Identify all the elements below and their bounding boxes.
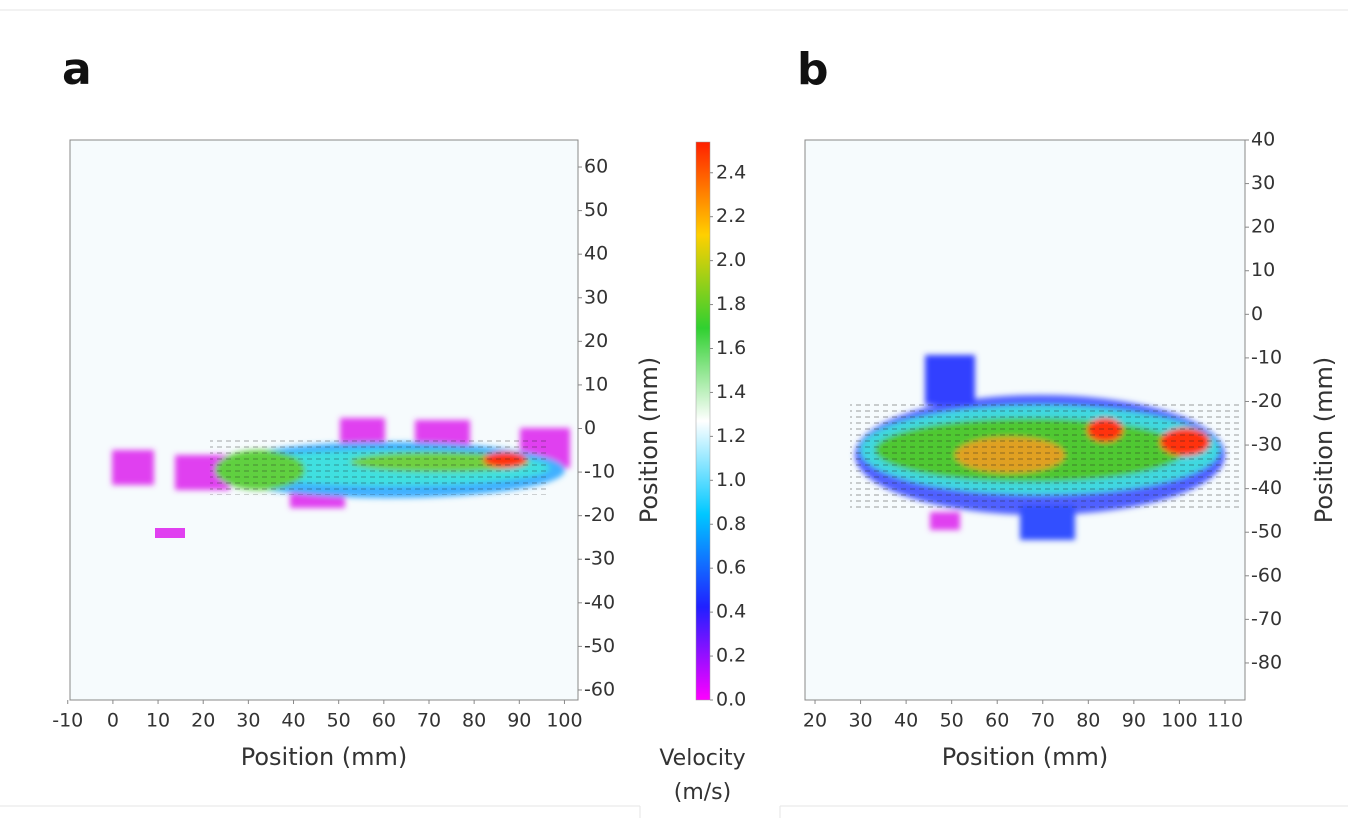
y-tick-label: -20 xyxy=(584,504,615,526)
x-tick-label: 20 xyxy=(803,710,827,732)
y-tick-label: 10 xyxy=(1251,259,1275,281)
x-tick-label: 0 xyxy=(107,710,119,732)
colorbar-tick-label: 2.4 xyxy=(716,161,746,183)
y-tick-label: 60 xyxy=(584,156,608,178)
y-tick-label: 0 xyxy=(584,417,596,439)
y-tick-label: 20 xyxy=(584,330,608,352)
y-tick-label: -50 xyxy=(584,635,615,657)
x-tick-label: 30 xyxy=(848,710,872,732)
x-tick-label: 90 xyxy=(1122,710,1146,732)
velocity-field-a xyxy=(112,418,570,538)
colorbar xyxy=(695,141,711,701)
y-tick-label: 30 xyxy=(1251,172,1275,194)
x-tick-label: 70 xyxy=(1031,710,1055,732)
plot-frame xyxy=(804,139,1246,701)
y-tick-label: 0 xyxy=(1251,303,1263,325)
colorbar-tick-label: 1.0 xyxy=(716,469,746,491)
y-tick-label: 40 xyxy=(1251,129,1275,151)
panel-label: b xyxy=(797,44,829,95)
y-axis-label: Position (mm) xyxy=(1310,357,1338,524)
x-tick-label: 90 xyxy=(507,710,531,732)
y-tick-label: -30 xyxy=(584,548,615,570)
colorbar-tick-label: 1.8 xyxy=(716,293,746,315)
colorbar-tick-label: 1.4 xyxy=(716,381,746,403)
y-tick-label: 20 xyxy=(1251,216,1275,238)
panel-label: a xyxy=(62,44,92,95)
x-tick-label: 40 xyxy=(281,710,305,732)
y-tick-label: 40 xyxy=(584,243,608,265)
colorbar-tick-label: 2.2 xyxy=(716,205,746,227)
x-tick-label: 20 xyxy=(191,710,215,732)
x-axis-label: Position (mm) xyxy=(942,743,1109,771)
x-tick-label: 70 xyxy=(417,710,441,732)
x-tick-label: 30 xyxy=(236,710,260,732)
colorbar-tick-label: 0.8 xyxy=(716,513,746,535)
x-tick-label: 60 xyxy=(372,710,396,732)
y-axis-label: Position (mm) xyxy=(635,357,663,524)
colorbar-tick-label: 1.6 xyxy=(716,337,746,359)
y-tick-label: -30 xyxy=(1251,434,1282,456)
y-tick-label: -40 xyxy=(1251,477,1282,499)
y-tick-label: -20 xyxy=(1251,390,1282,412)
x-tick-label: 40 xyxy=(894,710,918,732)
x-tick-label: 60 xyxy=(985,710,1009,732)
x-tick-label: 80 xyxy=(1076,710,1100,732)
colorbar-tick-label: 2.0 xyxy=(716,249,746,271)
colorbar-tick-label: 0.4 xyxy=(716,601,746,623)
plot-frame xyxy=(69,139,579,701)
colorbar-tick-label: 1.2 xyxy=(716,425,746,447)
x-axis-label: Position (mm) xyxy=(241,743,408,771)
y-tick-label: -80 xyxy=(1251,651,1282,673)
colorbar-label: Velocity (m/s) xyxy=(659,746,746,805)
y-tick-label: -40 xyxy=(584,591,615,613)
y-tick-label: -10 xyxy=(1251,346,1282,368)
y-tick-label: 30 xyxy=(584,286,608,308)
x-tick-label: 50 xyxy=(327,710,351,732)
colorbar-tick-label: 0.6 xyxy=(716,557,746,579)
x-tick-label: 100 xyxy=(546,710,582,732)
y-tick-label: -10 xyxy=(584,461,615,483)
velocity-field-b xyxy=(850,355,1240,540)
x-tick-label: 100 xyxy=(1161,710,1197,732)
y-tick-label: -70 xyxy=(1251,608,1282,630)
colorbar-tick-label: 0.2 xyxy=(716,645,746,667)
plot-area xyxy=(70,140,578,700)
x-tick-label: 80 xyxy=(462,710,486,732)
y-tick-label: -60 xyxy=(1251,564,1282,586)
y-tick-label: 10 xyxy=(584,373,608,395)
x-tick-label: 50 xyxy=(940,710,964,732)
x-tick-label: 10 xyxy=(146,710,170,732)
y-tick-label: 50 xyxy=(584,199,608,221)
y-tick-label: -60 xyxy=(584,678,615,700)
x-tick-label: -10 xyxy=(52,710,83,732)
colorbar-tick-label: 0.0 xyxy=(716,689,746,711)
x-tick-label: 110 xyxy=(1207,710,1243,732)
y-tick-label: -50 xyxy=(1251,521,1282,543)
